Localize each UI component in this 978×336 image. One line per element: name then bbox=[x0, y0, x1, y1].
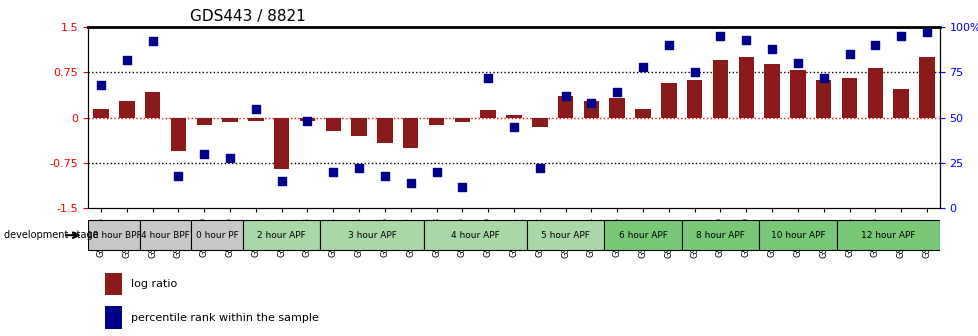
Point bbox=[789, 60, 805, 66]
Text: 2 hour APF: 2 hour APF bbox=[257, 231, 306, 240]
Text: 4 hour BPF: 4 hour BPF bbox=[141, 231, 190, 240]
Point bbox=[197, 151, 212, 157]
FancyBboxPatch shape bbox=[526, 220, 603, 250]
Text: 0 hour PF: 0 hour PF bbox=[196, 231, 239, 240]
Point bbox=[608, 89, 624, 95]
Point bbox=[377, 173, 392, 178]
FancyBboxPatch shape bbox=[681, 220, 758, 250]
Bar bbox=[299, 118, 315, 121]
Text: GDS443 / 8821: GDS443 / 8821 bbox=[190, 9, 306, 24]
Bar bbox=[428, 118, 444, 125]
Text: 6 hour APF: 6 hour APF bbox=[618, 231, 667, 240]
Point bbox=[222, 155, 238, 160]
Text: 3 hour APF: 3 hour APF bbox=[347, 231, 396, 240]
Point bbox=[712, 33, 728, 39]
Text: 4 hour APF: 4 hour APF bbox=[451, 231, 499, 240]
Point bbox=[299, 119, 315, 124]
FancyBboxPatch shape bbox=[88, 220, 140, 250]
Bar bbox=[403, 118, 418, 148]
Point bbox=[737, 37, 753, 42]
Point bbox=[815, 75, 830, 80]
FancyBboxPatch shape bbox=[243, 220, 320, 250]
Point bbox=[247, 106, 263, 111]
Point bbox=[583, 100, 599, 106]
Bar bbox=[480, 110, 496, 118]
Bar bbox=[737, 57, 753, 118]
Bar bbox=[609, 98, 624, 118]
Bar bbox=[326, 118, 340, 131]
Bar bbox=[145, 92, 160, 118]
Point bbox=[480, 75, 496, 80]
FancyBboxPatch shape bbox=[758, 220, 836, 250]
Point bbox=[531, 166, 547, 171]
Text: percentile rank within the sample: percentile rank within the sample bbox=[130, 312, 318, 323]
Point bbox=[428, 169, 444, 175]
Point bbox=[325, 169, 340, 175]
Bar bbox=[377, 118, 392, 143]
FancyBboxPatch shape bbox=[836, 220, 939, 250]
Bar bbox=[454, 118, 469, 122]
Text: 5 hour APF: 5 hour APF bbox=[541, 231, 590, 240]
Bar bbox=[841, 78, 857, 118]
Bar bbox=[351, 118, 367, 136]
Bar bbox=[105, 273, 122, 295]
Point bbox=[119, 57, 135, 62]
Point bbox=[918, 30, 934, 35]
Point bbox=[170, 173, 186, 178]
Bar bbox=[274, 118, 289, 169]
FancyBboxPatch shape bbox=[191, 220, 243, 250]
Text: 8 hour APF: 8 hour APF bbox=[695, 231, 744, 240]
Point bbox=[687, 70, 702, 75]
Point bbox=[93, 82, 109, 88]
Point bbox=[274, 178, 289, 184]
Text: 12 hour APF: 12 hour APF bbox=[860, 231, 914, 240]
Bar bbox=[119, 101, 134, 118]
Bar bbox=[170, 118, 186, 151]
Text: log ratio: log ratio bbox=[130, 279, 177, 289]
Point bbox=[145, 39, 160, 44]
Bar bbox=[712, 60, 728, 118]
Point bbox=[764, 46, 779, 51]
Point bbox=[506, 124, 521, 129]
Bar bbox=[247, 118, 263, 121]
Point bbox=[351, 166, 367, 171]
Point bbox=[660, 42, 676, 48]
Point bbox=[867, 42, 882, 48]
Bar bbox=[687, 80, 701, 118]
Bar bbox=[531, 118, 547, 127]
FancyBboxPatch shape bbox=[140, 220, 191, 250]
Bar bbox=[93, 109, 109, 118]
Bar bbox=[197, 118, 212, 125]
Bar bbox=[660, 83, 676, 118]
Bar bbox=[105, 306, 122, 329]
FancyBboxPatch shape bbox=[423, 220, 526, 250]
Bar bbox=[815, 80, 830, 118]
Text: development stage: development stage bbox=[4, 230, 99, 240]
Bar bbox=[635, 109, 650, 118]
Point bbox=[454, 184, 469, 189]
Point bbox=[892, 33, 908, 39]
Bar bbox=[867, 68, 882, 118]
Bar bbox=[789, 71, 805, 118]
Bar bbox=[918, 57, 934, 118]
Bar bbox=[222, 118, 238, 122]
FancyBboxPatch shape bbox=[603, 220, 681, 250]
Text: 10 hour APF: 10 hour APF bbox=[770, 231, 824, 240]
Point bbox=[841, 51, 857, 57]
Point bbox=[635, 64, 650, 70]
Bar bbox=[583, 101, 599, 118]
FancyBboxPatch shape bbox=[320, 220, 423, 250]
Bar bbox=[764, 65, 779, 118]
Bar bbox=[893, 89, 908, 118]
Point bbox=[557, 93, 573, 98]
Bar bbox=[557, 96, 573, 118]
Bar bbox=[506, 115, 521, 118]
Point bbox=[403, 180, 419, 185]
Text: 18 hour BPF: 18 hour BPF bbox=[86, 231, 141, 240]
